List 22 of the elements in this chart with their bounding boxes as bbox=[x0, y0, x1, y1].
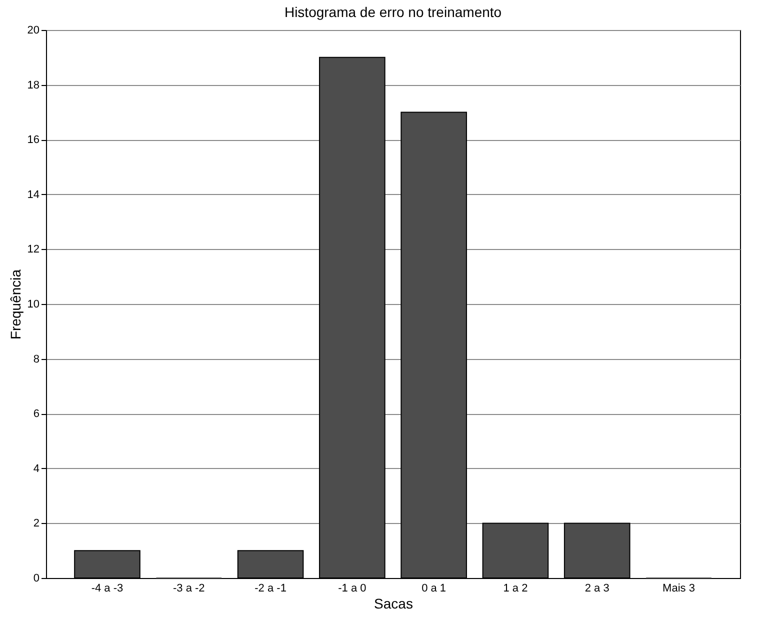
y-tick-label: 20 bbox=[27, 24, 40, 36]
y-tick-label: 0 bbox=[33, 572, 40, 584]
y-tick-label: 16 bbox=[27, 134, 40, 146]
y-tick-label: 2 bbox=[33, 518, 40, 530]
x-tick-label: -2 a -1 bbox=[254, 582, 286, 594]
chart-title: Histograma de erro no treinamento bbox=[284, 4, 502, 20]
x-tick-label: 0 a 1 bbox=[422, 582, 446, 594]
x-tick-label: 1 a 2 bbox=[503, 582, 528, 594]
x-axis-title: Sacas bbox=[374, 596, 413, 612]
y-tick-label: 6 bbox=[33, 408, 40, 420]
x-tick-label: -1 a 0 bbox=[338, 582, 366, 594]
y-tick-label: 14 bbox=[27, 188, 40, 201]
y-axis-title: Frequência bbox=[7, 269, 24, 340]
y-tick-label: 10 bbox=[27, 298, 40, 310]
x-tick-label: Mais 3 bbox=[662, 582, 695, 594]
x-tick-label: 2 a 3 bbox=[584, 582, 610, 594]
y-tick-label: 8 bbox=[33, 353, 40, 366]
y-tick-label: 4 bbox=[33, 462, 40, 475]
y-tick-label: 12 bbox=[27, 244, 40, 256]
x-tick-label: -4 a -3 bbox=[91, 582, 124, 594]
y-tick-label: 18 bbox=[27, 79, 40, 92]
x-tick-label: -3 a -2 bbox=[172, 582, 205, 594]
